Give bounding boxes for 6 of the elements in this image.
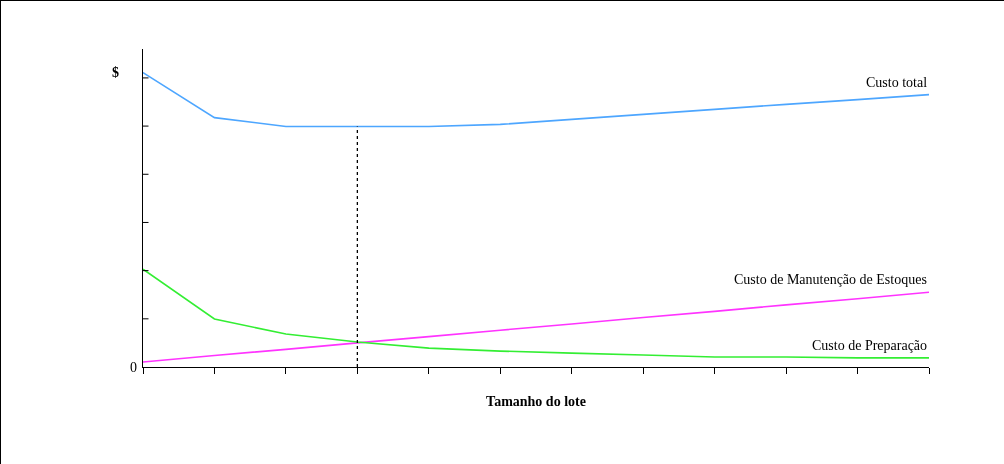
series-label: Custo total <box>866 75 928 90</box>
series-label: Custo de Preparação <box>812 338 928 353</box>
x-axis-title: Tamanho do lote <box>486 394 586 410</box>
y-axis-title: $ <box>112 65 119 80</box>
text: 0 <box>130 360 137 375</box>
series-label: Custo de Manutenção de Estoques <box>734 272 927 287</box>
